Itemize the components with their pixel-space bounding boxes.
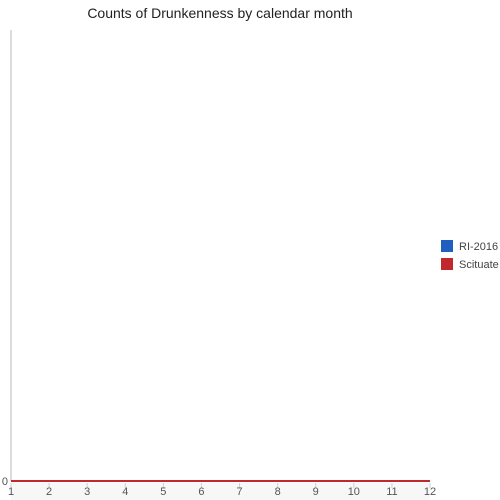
- chart-title: Counts of Drunkenness by calendar month: [87, 5, 352, 21]
- legend-label: RI-2016: [459, 241, 498, 253]
- x-tick-label: 3: [84, 486, 90, 498]
- legend-label: Scituate: [459, 259, 499, 271]
- x-tick-label: 9: [313, 486, 319, 498]
- x-tick-label: 1: [8, 486, 14, 498]
- y-tick-label: 0: [2, 476, 8, 488]
- x-tick-label: 2: [46, 486, 52, 498]
- x-tick-label: 4: [122, 486, 128, 498]
- x-tick-label: 8: [275, 486, 281, 498]
- x-tick-label: 10: [348, 486, 360, 498]
- x-tick-label: 6: [198, 486, 204, 498]
- y-ticks: 0: [2, 476, 8, 488]
- x-tick-label: 12: [424, 486, 436, 498]
- x-tick-label: 5: [160, 486, 166, 498]
- legend-swatch: [441, 240, 453, 252]
- legend-swatch: [441, 258, 453, 270]
- x-tick-label: 7: [236, 486, 242, 498]
- x-ticks: 1 2 3 4 5 6 7 8 9 10 11 12: [8, 483, 436, 498]
- x-tick-label: 11: [386, 486, 397, 498]
- legend: RI-2016 Scituate: [441, 240, 499, 271]
- x-band: [11, 483, 430, 500]
